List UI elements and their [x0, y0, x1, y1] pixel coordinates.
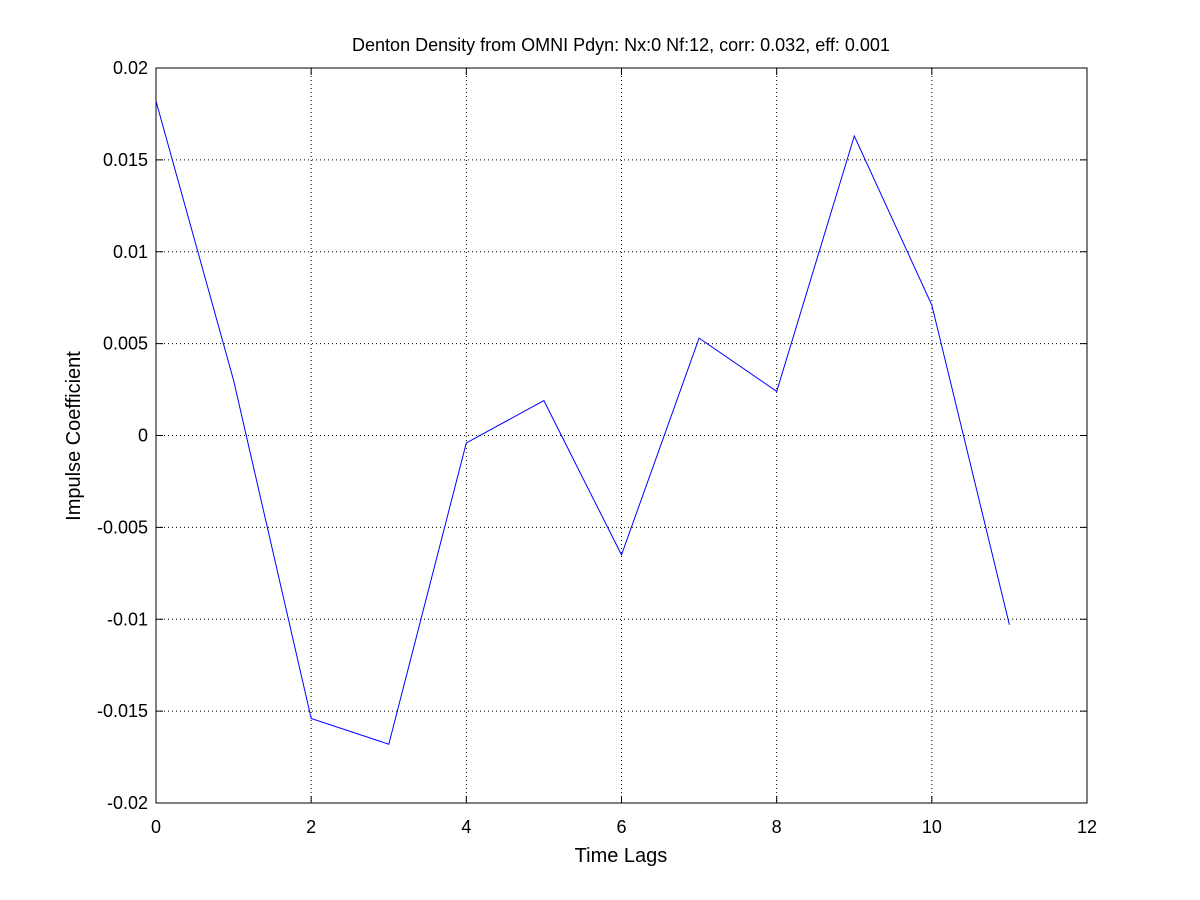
y-tick-label: 0.005 — [103, 334, 148, 354]
x-tick-label: 12 — [1077, 817, 1097, 837]
x-tick-label: 2 — [306, 817, 316, 837]
x-tick-label: 4 — [461, 817, 471, 837]
data-point — [466, 442, 467, 443]
x-tick-label: 10 — [922, 817, 942, 837]
x-tick-label: 6 — [616, 817, 626, 837]
data-point — [543, 400, 544, 401]
x-axis-label: Time Lags — [575, 845, 668, 867]
x-tick-label: 0 — [151, 817, 161, 837]
ticks: 0 2 4 6 8 10 12 -0.02 -0.015 -0.01 -0.005 0 0.005 0.0… — [97, 58, 1097, 837]
y-tick-label: -0.01 — [107, 609, 148, 629]
data-point — [621, 554, 622, 555]
y-tick-label: 0.01 — [113, 242, 148, 262]
data-point — [156, 101, 157, 102]
chart-title: Denton Density from OMNI Pdyn: Nx:0 Nf:1… — [352, 35, 890, 55]
data-point — [854, 135, 855, 136]
y-axis-label: Impulse Coefficient — [63, 351, 85, 521]
data-point — [1009, 624, 1010, 625]
data-point — [776, 391, 777, 392]
y-tick-label: -0.015 — [97, 701, 148, 721]
y-tick-label: 0 — [138, 426, 148, 446]
series — [155, 100, 1010, 745]
y-tick-label: -0.02 — [107, 793, 148, 813]
data-point — [233, 380, 234, 381]
data-point — [931, 305, 932, 306]
grid — [156, 68, 1087, 803]
y-tick-label: -0.005 — [97, 517, 148, 537]
data-point — [699, 338, 700, 339]
y-tick-label: 0.02 — [113, 58, 148, 78]
series-line — [155, 100, 1010, 745]
data-point — [311, 718, 312, 719]
x-tick-label: 8 — [772, 817, 782, 837]
data-point — [388, 744, 389, 745]
y-tick-label: 0.015 — [103, 150, 148, 170]
